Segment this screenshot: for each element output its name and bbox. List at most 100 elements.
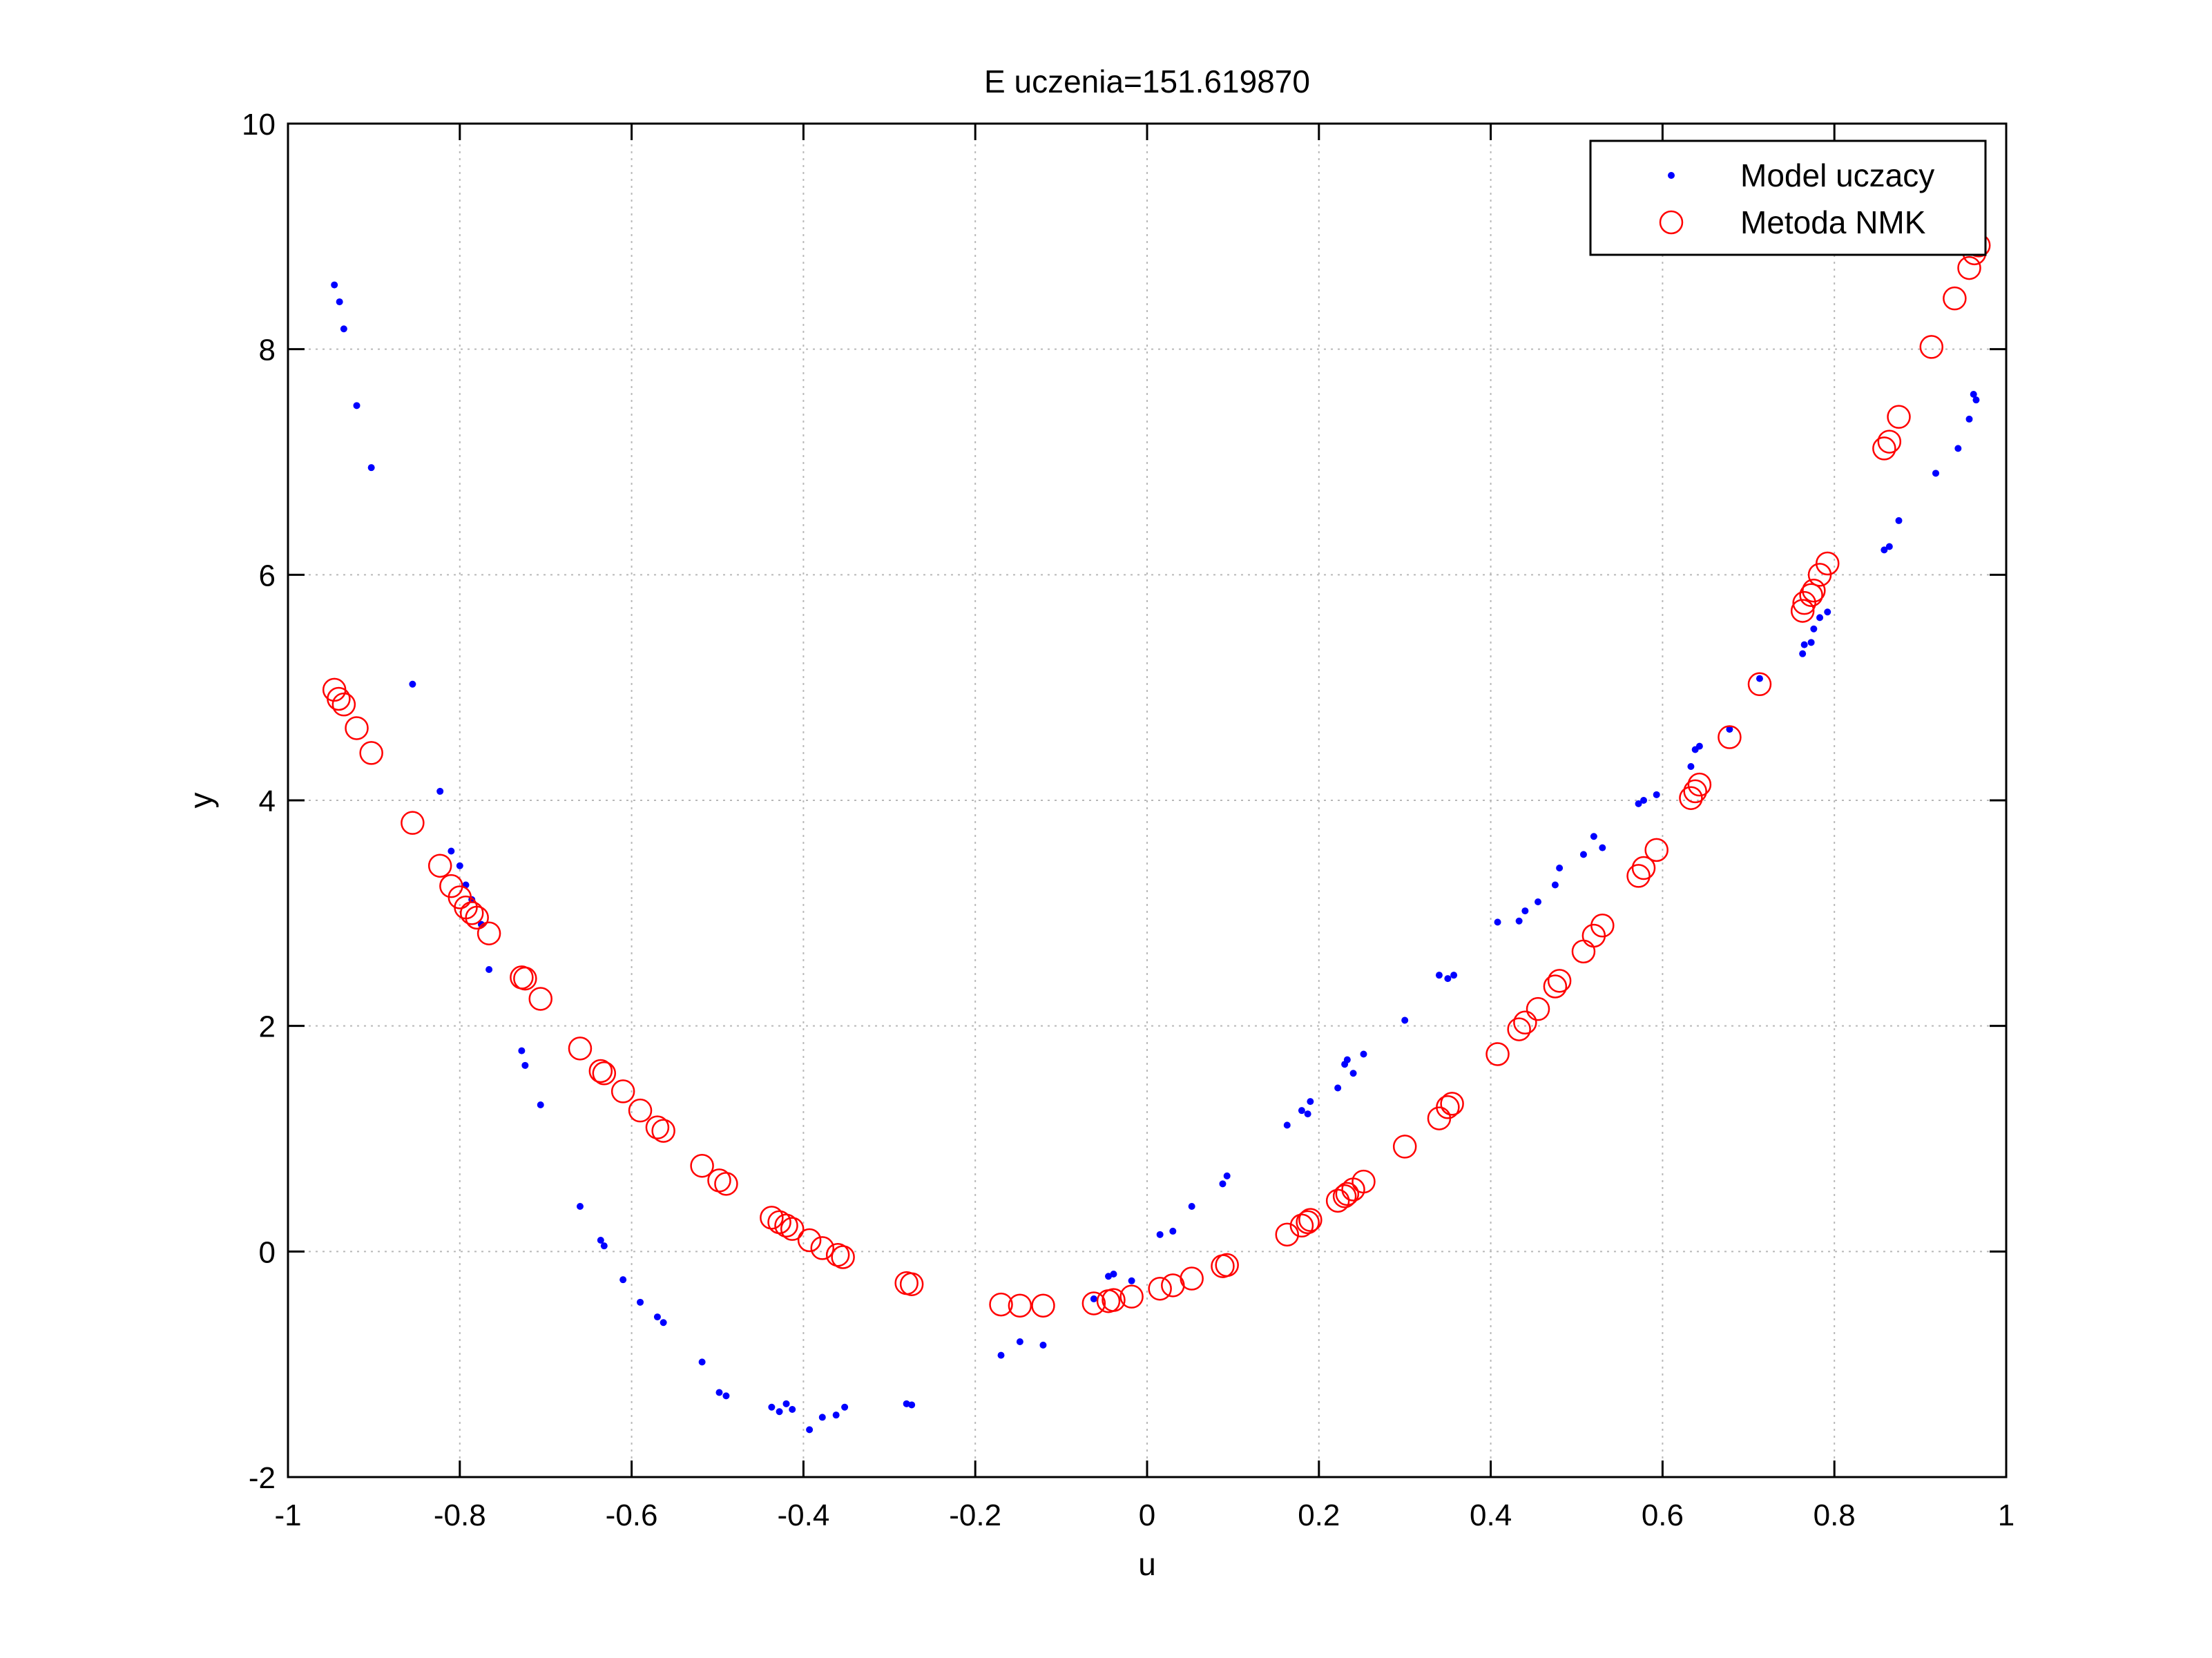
data-point-dot <box>1895 517 1903 524</box>
data-point-dot <box>1307 1098 1314 1106</box>
data-point-circle <box>1792 590 1816 615</box>
data-point-circle <box>1790 599 1815 623</box>
legend: Model uczacy Metoda NMK <box>1589 139 1987 256</box>
data-point-dot <box>1635 800 1642 807</box>
data-point-dot <box>789 1406 796 1413</box>
data-point-dot <box>1360 1050 1367 1058</box>
data-point-circle <box>774 1213 798 1238</box>
series-model-uczacy <box>331 281 1980 1434</box>
data-point-circle <box>989 1292 1013 1317</box>
data-point-dot <box>1401 1016 1409 1024</box>
data-point-circle <box>345 716 369 740</box>
x-tick-label: -0.2 <box>949 1498 1001 1532</box>
data-point-circle <box>690 1153 714 1178</box>
data-point-dot <box>841 1403 849 1411</box>
data-point-dot <box>1800 641 1808 648</box>
data-point-circle <box>401 811 425 835</box>
data-point-dot <box>1188 1203 1195 1210</box>
data-point-dot <box>1556 865 1564 871</box>
data-point-dot <box>1810 625 1818 633</box>
data-point-circle <box>1799 583 1823 607</box>
data-point-dot <box>1551 881 1559 889</box>
legend-marker-metoda-nmk <box>1659 210 1684 235</box>
data-point-dot <box>806 1426 814 1434</box>
data-point-circle <box>899 1272 924 1296</box>
data-point-dot <box>1590 833 1597 840</box>
data-point-dot <box>1334 1084 1342 1092</box>
data-point-dot <box>1450 972 1458 979</box>
data-point-circle <box>1180 1266 1204 1291</box>
data-point-circle <box>359 741 383 765</box>
data-point-dot <box>1349 1070 1357 1077</box>
data-point-dot <box>340 325 347 333</box>
data-point-dot <box>1039 1341 1047 1349</box>
data-point-dot <box>1932 470 1939 477</box>
y-tick-label: 8 <box>259 334 276 367</box>
y-tick-label: 10 <box>242 108 276 142</box>
data-point-dot <box>1219 1180 1227 1188</box>
data-point-dot <box>518 1047 526 1054</box>
data-point-dot <box>619 1276 627 1284</box>
data-point-circle <box>465 905 489 930</box>
data-point-dot <box>409 680 416 688</box>
data-point-circle <box>1440 1092 1464 1116</box>
data-point-dot <box>637 1298 644 1306</box>
x-tick-label: 1 <box>1998 1498 2014 1532</box>
data-point-dot <box>576 1203 584 1210</box>
data-point-circle <box>1644 838 1668 862</box>
x-tick-label: 0.2 <box>1298 1498 1340 1532</box>
data-point-circle <box>1802 578 1826 603</box>
data-point-dot <box>1128 1277 1135 1284</box>
data-point-dot <box>1298 1107 1305 1115</box>
data-point-circle <box>1298 1208 1323 1232</box>
data-point-dot <box>1599 844 1606 851</box>
data-point-dot <box>660 1319 667 1327</box>
data-point-circle <box>1296 1210 1320 1235</box>
data-point-dot <box>1756 675 1763 682</box>
data-point-dot <box>818 1414 826 1421</box>
data-point-dot <box>782 1400 790 1407</box>
data-point-circle <box>1215 1253 1239 1278</box>
x-tick-label: 0.6 <box>1642 1498 1684 1532</box>
y-tick-label: 0 <box>259 1235 276 1269</box>
data-point-dot <box>1640 797 1648 804</box>
data-point-dot <box>1223 1172 1231 1179</box>
data-point-circle <box>645 1115 670 1139</box>
data-point-dot <box>448 847 455 855</box>
data-point-circle <box>1332 1184 1357 1208</box>
data-point-dot <box>600 1242 608 1250</box>
x-tick-label: -0.6 <box>606 1498 658 1532</box>
data-point-circle <box>1008 1293 1032 1318</box>
data-point-circle <box>1679 786 1703 810</box>
data-point-dot <box>997 1351 1005 1359</box>
data-point-circle <box>1289 1213 1314 1238</box>
data-point-dot <box>1726 726 1733 733</box>
data-point-circle <box>1590 914 1615 938</box>
data-point-dot <box>1105 1273 1113 1280</box>
data-point-circle <box>1102 1288 1126 1312</box>
data-point-circle <box>1631 856 1656 880</box>
data-point-dot <box>1016 1338 1023 1345</box>
data-point-dot <box>908 1401 916 1409</box>
data-point-dot <box>1824 608 1831 616</box>
data-point-dot <box>1972 396 1980 404</box>
data-point-circle <box>628 1098 653 1123</box>
data-point-dot <box>537 1101 544 1108</box>
data-point-dot <box>768 1403 776 1411</box>
data-point-circle <box>1335 1182 1360 1206</box>
data-point-circle <box>588 1059 613 1083</box>
data-point-dot <box>1090 1295 1097 1302</box>
data-point-dot <box>1444 975 1452 983</box>
data-point-dot <box>832 1411 840 1419</box>
data-point-circle <box>651 1119 675 1143</box>
data-point-dot <box>1494 918 1501 926</box>
data-point-circle <box>1526 996 1550 1021</box>
data-point-circle <box>714 1172 738 1196</box>
data-point-dot <box>653 1313 661 1321</box>
data-point-dot <box>1816 614 1824 621</box>
data-point-circle <box>477 921 501 945</box>
data-point-circle <box>1436 1095 1460 1119</box>
data-point-circle <box>797 1228 822 1253</box>
data-point-dot <box>1169 1227 1177 1235</box>
